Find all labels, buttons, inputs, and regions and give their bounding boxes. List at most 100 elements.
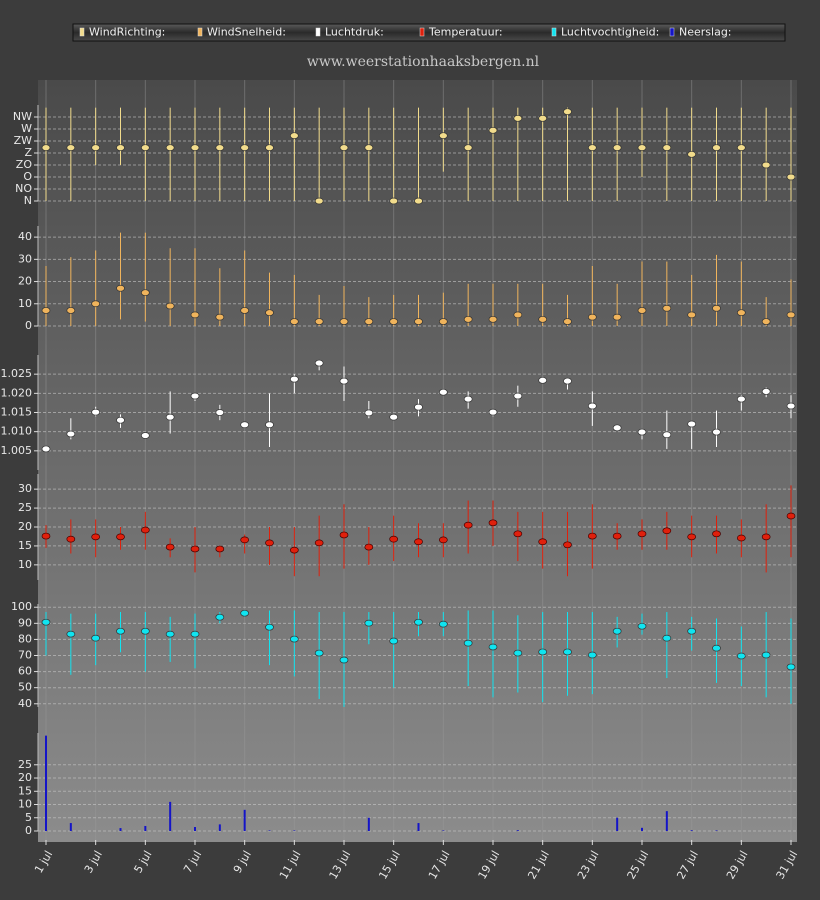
- legend-label: Luchtvochtigheid:: [561, 26, 659, 39]
- point: [414, 403, 423, 411]
- point: [736, 395, 746, 403]
- x-tick-label: 7 jul: [181, 849, 204, 876]
- point: [687, 533, 697, 541]
- point: [215, 409, 225, 416]
- point: [612, 627, 622, 635]
- point: [140, 144, 150, 152]
- point: [612, 424, 622, 432]
- point: [265, 623, 274, 631]
- legend-label: WindSnelheid:: [207, 26, 286, 39]
- point: [265, 309, 274, 317]
- point: [66, 630, 76, 638]
- point: [190, 545, 200, 553]
- point: [414, 197, 423, 205]
- point: [736, 309, 746, 317]
- point: [488, 519, 498, 527]
- point: [140, 526, 150, 534]
- point: [364, 543, 374, 551]
- y-tick-label: 1.005: [1, 444, 33, 457]
- bar: [641, 827, 643, 831]
- point: [66, 144, 76, 152]
- point: [463, 521, 473, 529]
- legend-swatch: [79, 27, 85, 37]
- point: [116, 533, 125, 541]
- point: [538, 315, 548, 323]
- y-tick-label: 40: [18, 697, 32, 710]
- point: [389, 413, 399, 421]
- point: [314, 539, 324, 547]
- point: [165, 413, 175, 421]
- y-tick-label: 40: [18, 230, 32, 243]
- y-tick-label: 70: [18, 649, 32, 662]
- point: [414, 538, 423, 546]
- point: [289, 546, 299, 554]
- y-tick-label: NO: [15, 182, 32, 195]
- chart-title: www.weerstationhaaksbergen.nl: [307, 54, 540, 70]
- point: [289, 635, 299, 643]
- x-tick-label: 13 jul: [327, 849, 354, 882]
- y-tick-label: N: [24, 194, 32, 207]
- point: [761, 388, 771, 395]
- y-tick-label: 10: [18, 558, 32, 571]
- point: [215, 313, 225, 321]
- point: [488, 126, 498, 134]
- y-tick-label: 25: [18, 758, 32, 771]
- point: [538, 114, 548, 122]
- legend-swatch: [669, 27, 675, 37]
- point: [662, 634, 672, 642]
- point: [165, 144, 175, 152]
- point: [438, 536, 448, 544]
- point: [364, 619, 374, 627]
- point: [314, 359, 324, 367]
- bar: [144, 825, 147, 831]
- point: [165, 543, 175, 551]
- y-tick-label: 0: [25, 319, 32, 332]
- bar: [45, 735, 47, 831]
- point: [314, 318, 324, 325]
- point: [414, 318, 423, 325]
- point: [463, 144, 473, 152]
- point: [414, 618, 423, 626]
- point: [612, 532, 622, 540]
- point: [66, 307, 76, 314]
- y-tick-label: 30: [18, 252, 32, 265]
- legend-swatch: [419, 27, 425, 37]
- point: [339, 656, 349, 664]
- bar: [218, 824, 221, 831]
- point: [538, 376, 548, 384]
- point: [240, 421, 250, 429]
- y-tick-label: 1.010: [1, 425, 33, 438]
- bar: [194, 827, 196, 831]
- bar: [268, 830, 271, 831]
- point: [91, 144, 101, 152]
- point: [587, 313, 597, 321]
- point: [165, 630, 175, 638]
- bar: [715, 830, 718, 831]
- point: [339, 144, 349, 152]
- point: [41, 307, 51, 314]
- point: [513, 114, 523, 122]
- point: [612, 313, 622, 321]
- point: [240, 536, 250, 544]
- point: [687, 311, 697, 319]
- point: [66, 535, 76, 543]
- point: [637, 622, 647, 630]
- x-tick-label: 17 jul: [426, 849, 453, 882]
- y-tick-label: W: [21, 122, 32, 135]
- point: [389, 197, 399, 205]
- point: [712, 530, 721, 538]
- point: [91, 408, 101, 416]
- point: [289, 132, 299, 140]
- point: [66, 430, 76, 438]
- point: [662, 527, 672, 535]
- point: [786, 311, 796, 319]
- point: [736, 144, 746, 152]
- point: [289, 375, 299, 383]
- point: [587, 532, 597, 540]
- point: [339, 318, 349, 325]
- point: [41, 144, 51, 152]
- y-tick-label: 10: [18, 297, 32, 310]
- bar: [367, 817, 370, 831]
- y-tick-label: 1.025: [1, 367, 33, 380]
- point: [488, 408, 498, 416]
